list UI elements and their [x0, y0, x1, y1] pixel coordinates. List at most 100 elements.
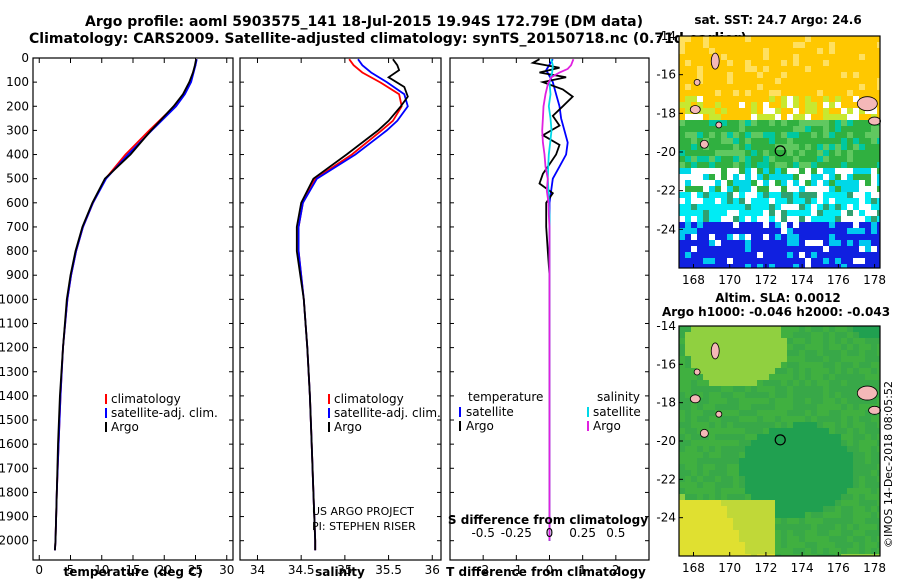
map-cell: [763, 440, 769, 446]
map-cell: [817, 168, 823, 174]
map-cell: [757, 198, 763, 204]
map-cell: [757, 126, 763, 132]
map-cell: [853, 464, 859, 470]
series-line: [530, 58, 575, 541]
map-cell: [745, 482, 751, 488]
map-cell: [805, 332, 811, 338]
map-cell: [691, 84, 697, 90]
map-cell: [763, 506, 769, 512]
map-cell: [793, 54, 799, 60]
map-cell: [715, 222, 721, 228]
map-cell: [865, 548, 871, 554]
map-cell: [739, 458, 745, 464]
map-cell: [757, 350, 763, 356]
map-cell: [829, 434, 835, 440]
map-cell: [823, 512, 829, 518]
map-cell: [691, 240, 697, 246]
map-cell: [739, 204, 745, 210]
map-cell: [703, 458, 709, 464]
map-cell: [745, 500, 751, 506]
map-cell: [817, 162, 823, 168]
map-cell: [835, 446, 841, 452]
map-cell: [799, 132, 805, 138]
map-cell: [841, 150, 847, 156]
map-cell: [775, 42, 781, 48]
map-cell: [721, 174, 727, 180]
map-cell: [739, 138, 745, 144]
map-cell: [859, 264, 865, 268]
map-cell: [865, 138, 871, 144]
map-cell: [787, 380, 793, 386]
map-cell: [733, 174, 739, 180]
map-cell: [775, 344, 781, 350]
map-cell: [871, 542, 877, 548]
map-cell: [835, 192, 841, 198]
map-cell: [877, 258, 880, 264]
map-cell: [859, 108, 865, 114]
map-cell: [727, 374, 733, 380]
map-cell: [757, 404, 763, 410]
map-cell: [685, 180, 691, 186]
map-cell: [739, 228, 745, 234]
map-cell: [811, 54, 817, 60]
map-cell: [835, 410, 841, 416]
map-cell: [859, 84, 865, 90]
map-cell: [763, 488, 769, 494]
temperature-panel: 0 5 10 15 20 25 300100200300400500600700800900…: [0, 51, 234, 579]
map-cell: [751, 404, 757, 410]
map-cell: [847, 180, 853, 186]
map-cell: [829, 554, 835, 556]
map-cell: [733, 90, 739, 96]
map-cell: [823, 150, 829, 156]
map-cell: [715, 368, 721, 374]
map-cell: [865, 398, 871, 404]
map-cell: [721, 470, 727, 476]
map-cell: [763, 66, 769, 72]
map-cell: [757, 356, 763, 362]
map-cell: [793, 210, 799, 216]
map-cell: [787, 338, 793, 344]
map-cell: [799, 518, 805, 524]
map-cell: [793, 458, 799, 464]
map-cell: [811, 36, 817, 42]
map-cell: [835, 524, 841, 530]
map-cell: [685, 66, 691, 72]
map-cell: [709, 398, 715, 404]
map-cell: [709, 368, 715, 374]
map-cell: [823, 332, 829, 338]
map-cell: [751, 548, 757, 554]
map-cell: [769, 434, 775, 440]
map-cell: [805, 452, 811, 458]
map-cell: [697, 530, 703, 536]
map-cell: [751, 518, 757, 524]
map-cell: [793, 554, 799, 556]
map-cell: [691, 326, 697, 332]
map-cell: [829, 180, 835, 186]
map-cell: [697, 150, 703, 156]
map-cell: [841, 440, 847, 446]
map-cell: [775, 434, 781, 440]
map-cell: [793, 204, 799, 210]
map-cell: [739, 210, 745, 216]
map-cell: [751, 368, 757, 374]
map-cell: [859, 470, 865, 476]
map-cell: [727, 410, 733, 416]
map-cell: [775, 458, 781, 464]
map-cell: [847, 422, 853, 428]
map-cell: [709, 422, 715, 428]
map-cell: [721, 204, 727, 210]
map-cell: [757, 168, 763, 174]
map-cell: [817, 392, 823, 398]
map-cell: [841, 180, 847, 186]
map-cell: [847, 162, 853, 168]
map-cell: [775, 410, 781, 416]
map-cell: [805, 144, 811, 150]
legend-title: salinity: [597, 390, 640, 404]
map-cell: [685, 512, 691, 518]
map-cell: [757, 464, 763, 470]
map-cell: [727, 332, 733, 338]
map-cell: [715, 422, 721, 428]
map-cell: [853, 446, 859, 452]
map-cell: [721, 350, 727, 356]
